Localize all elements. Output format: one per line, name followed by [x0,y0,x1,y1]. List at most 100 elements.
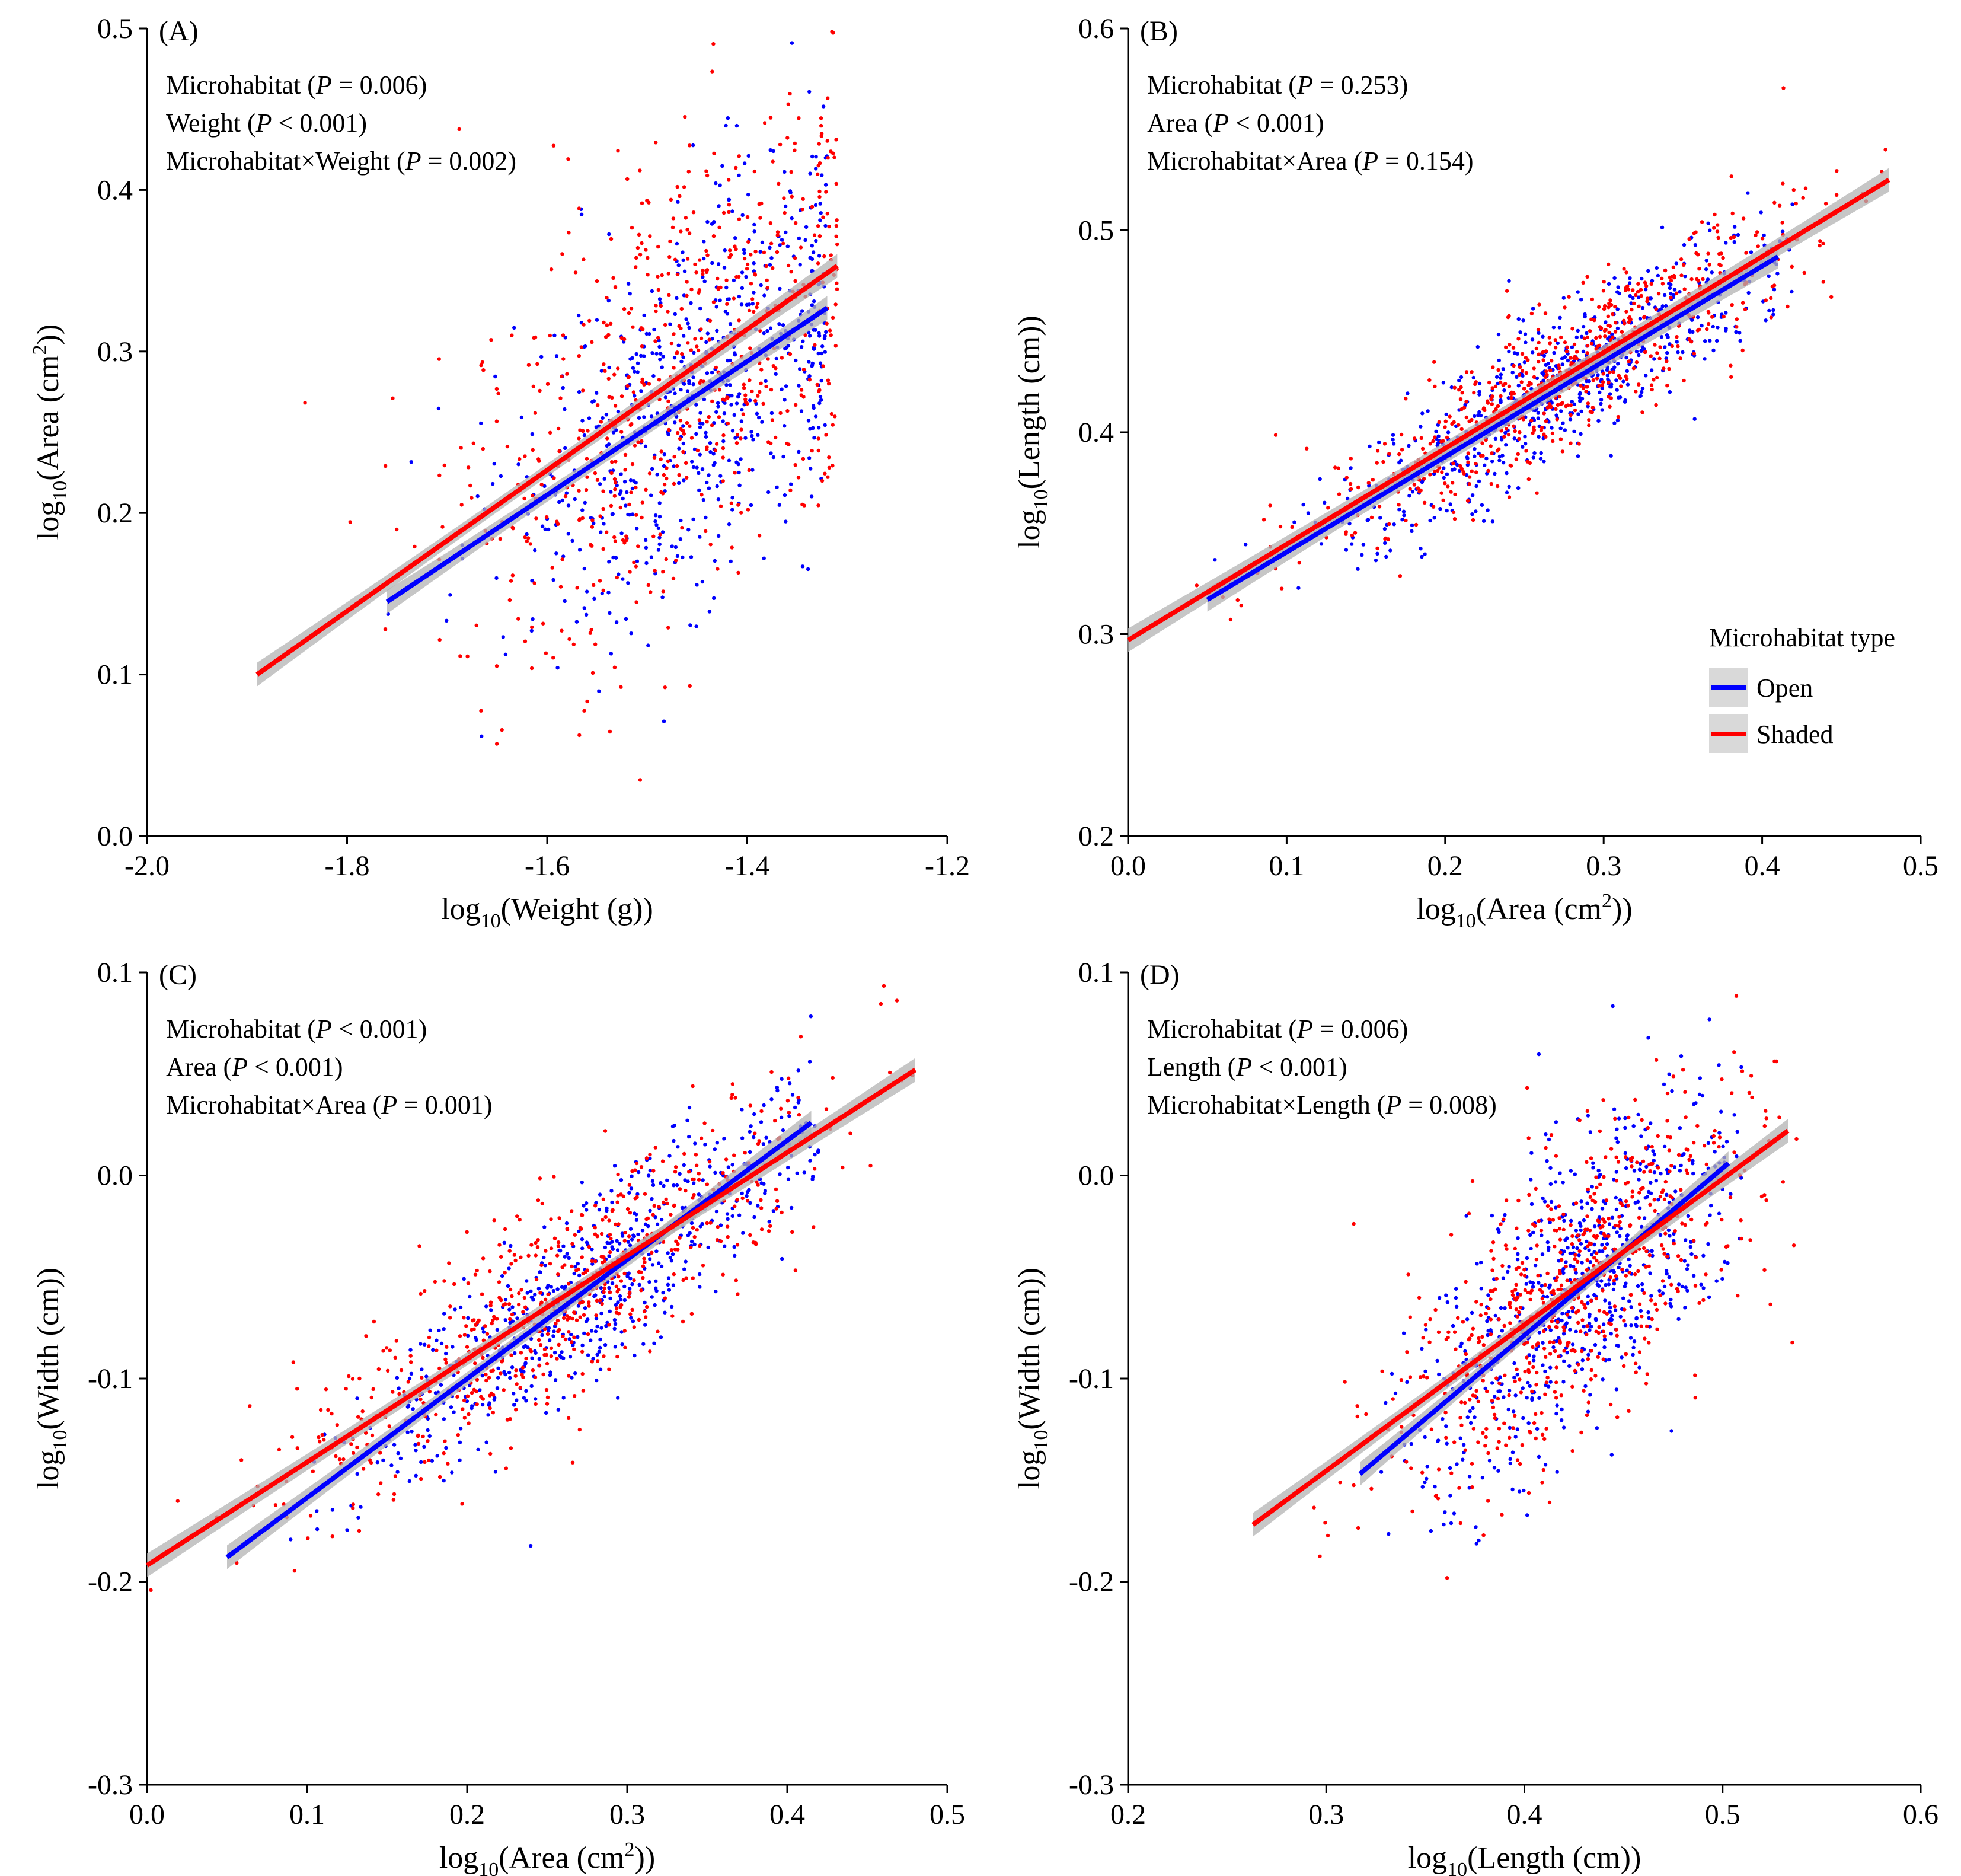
scatter-point [659,1217,664,1222]
scatter-point [1454,1296,1458,1300]
scatter-point [1441,381,1446,385]
scatter-point [801,395,806,399]
scatter-point [603,1245,608,1250]
scatter-point [1572,1265,1576,1269]
scatter-point [848,1131,852,1135]
scatter-point [730,1163,734,1167]
scatter-point [1516,486,1521,490]
scatter-point [715,328,719,333]
scatter-point [600,1301,604,1306]
scatter-point [676,1145,680,1149]
scatter-point [1707,263,1711,267]
scatter-point [407,1376,412,1381]
scatter-point [1567,1315,1572,1319]
scatter-point [749,430,753,434]
scatter-point [1537,359,1541,364]
scatter-point [560,252,564,256]
scatter-point [1531,1358,1536,1363]
scatter-point [616,1194,620,1198]
scatter-point [1663,1231,1668,1236]
scatter-point [489,1308,493,1312]
scatter-point [1565,345,1569,349]
scatter-point [769,411,774,415]
scatter-point [786,1177,791,1181]
scatter-point [1612,1107,1617,1112]
scatter-point [566,532,570,536]
scatter-point [447,1261,451,1265]
scatter-point [1692,1102,1696,1106]
scatter-point [608,1290,612,1294]
scatter-point [1472,390,1476,395]
scatter-point [590,1360,594,1364]
scatter-point [1448,414,1452,419]
scatter-point [780,1210,784,1215]
scatter-point [1707,1017,1711,1022]
scatter-point [616,149,620,153]
scatter-point [1684,1147,1688,1151]
scatter-point [1451,510,1456,515]
scatter-point [529,1384,534,1388]
scatter-point [1586,1244,1590,1248]
scatter-point [538,1176,542,1181]
scatter-point [1639,1134,1643,1138]
scatter-point [631,390,636,394]
scatter-point [702,397,707,401]
scatter-point [802,1170,807,1175]
scatter-point [1537,331,1541,335]
scatter-point [608,1296,612,1301]
scatter-point [1467,1211,1471,1215]
scatter-point [629,307,634,311]
scatter-point [1356,1526,1360,1530]
scatter-point [419,1291,423,1296]
scatter-point [1419,436,1423,440]
scatter-point [610,1245,614,1249]
scatter-point [682,185,686,189]
scatter-point [748,346,752,350]
scatter-point [607,395,611,399]
scatter-point [442,1279,446,1283]
scatter-point [1524,1282,1528,1286]
scatter-point [1537,1281,1541,1285]
scatter-point [1620,1355,1624,1360]
scatter-point [1493,471,1497,476]
scatter-point [483,1324,487,1328]
scatter-point [383,464,388,468]
scatter-point [1213,558,1217,562]
scatter-point [560,374,564,378]
scatter-point [793,403,798,407]
scatter-point [1696,279,1701,283]
scatter-point [1724,311,1728,315]
scatter-point [1627,362,1631,366]
scatter-point [567,1282,571,1286]
scatter-point [1543,1369,1547,1374]
scatter-point [634,564,638,569]
scatter-point [437,637,442,642]
scatter-point [758,390,762,394]
scatter-point [1541,334,1545,339]
scatter-point [1790,202,1794,206]
scatter-point [1667,1072,1671,1076]
scatter-point [598,579,602,583]
scatter-point [589,1338,593,1342]
scatter-point [1652,1153,1656,1157]
scatter-point [1486,1499,1490,1503]
scatter-point [375,1460,379,1465]
scatter-point [427,1458,431,1463]
scatter-point [1692,417,1697,421]
scatter-point [334,1454,338,1459]
scatter-point [643,444,648,448]
scatter-point [694,1153,698,1157]
scatter-point [1537,1219,1541,1223]
scatter-point [812,328,816,332]
scatter-point [1467,475,1472,479]
scatter-point [1609,385,1613,389]
scatter-point [1401,1331,1406,1335]
scatter-point [1539,451,1543,455]
scatter-point [381,1458,385,1463]
scatter-point [1647,1341,1651,1345]
scatter-point [1534,1347,1538,1351]
scatter-point [1563,428,1567,432]
legend-title: Microhabitat type [1709,623,1895,652]
scatter-point [814,155,818,159]
scatter-point [360,1409,365,1414]
